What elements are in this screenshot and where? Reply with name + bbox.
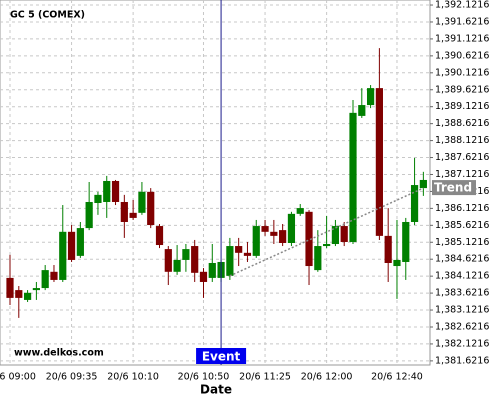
x-tick-label: 20/6 11:25 <box>239 372 291 383</box>
x-tick-label: 20/6 09:00 <box>0 372 36 383</box>
candle-body <box>155 226 164 246</box>
y-tick-label: 1,388.1216 <box>435 135 489 146</box>
candle-body <box>6 277 14 298</box>
candle-body <box>305 211 313 267</box>
x-tick-label: 20/6 10:10 <box>107 372 159 383</box>
y-tick-label: 1,388.6216 <box>435 118 489 129</box>
candle-body <box>120 201 128 222</box>
y-tick-label: 1,382.6216 <box>435 321 489 332</box>
candle-body <box>419 179 427 189</box>
candle-body <box>296 208 304 214</box>
candle-body <box>103 180 111 202</box>
watermark: www.delkos.com <box>14 348 104 359</box>
y-tick-label: 1,390.6216 <box>435 50 489 61</box>
candle-body <box>384 235 392 263</box>
candle-body <box>182 249 190 260</box>
y-tick-label: 1,392.1216 <box>435 0 489 11</box>
candle-body <box>76 228 84 256</box>
candle-body <box>199 271 208 282</box>
candle-body <box>393 259 401 267</box>
y-tick-label: 1,386.1216 <box>435 203 489 214</box>
candle-body <box>191 246 199 273</box>
x-tick-label: 20/6 09:35 <box>46 372 98 383</box>
candle-body <box>366 88 375 106</box>
candle-body <box>323 244 331 247</box>
candle-body <box>129 212 137 218</box>
plot-area <box>0 0 431 366</box>
y-tick-label: 1,385.1216 <box>435 237 489 248</box>
event-label-box <box>196 348 247 364</box>
x-tick-label: 20/6 10:50 <box>178 372 230 383</box>
trend-label-box <box>432 180 476 196</box>
candle-body <box>279 230 287 243</box>
candle-body <box>226 246 234 276</box>
candle-body <box>32 288 40 291</box>
candle-body <box>67 231 76 260</box>
candle-body <box>15 290 23 298</box>
candle-body <box>23 292 32 300</box>
y-tick-label: 1,390.1216 <box>435 67 489 78</box>
candle-body <box>410 185 419 222</box>
y-tick-label: 1,381.6216 <box>435 355 489 366</box>
x-tick-label: 20/6 12:00 <box>301 372 353 383</box>
y-tick-label: 1,389.1216 <box>435 101 489 112</box>
candle-body <box>173 259 181 272</box>
y-tick-label: 1,384.6216 <box>435 254 489 265</box>
chart-title: GC 5 (COMEX) <box>10 10 85 21</box>
y-tick-label: 1,383.1216 <box>435 305 489 316</box>
candle-body <box>402 221 410 262</box>
y-tick-label: 1,384.1216 <box>435 271 489 282</box>
x-tick-label: 20/6 12:40 <box>371 372 423 383</box>
y-tick-label: 1,383.6216 <box>435 288 489 299</box>
y-tick-label: 1,387.6216 <box>435 152 489 163</box>
candle-body <box>138 191 146 213</box>
candle-body <box>375 88 383 236</box>
candle-body <box>261 226 269 232</box>
trend-label: Trend <box>434 181 472 195</box>
candle-body <box>59 231 67 280</box>
candle-body <box>340 226 348 242</box>
y-tick-label: 1,387.1216 <box>435 169 489 180</box>
candle-body <box>331 226 340 245</box>
candle-body <box>314 246 322 271</box>
candle-body <box>50 271 58 280</box>
candle-body <box>358 105 366 116</box>
y-tick-label: 1,385.6216 <box>435 220 489 231</box>
y-tick-label: 1,391.1216 <box>435 33 489 44</box>
candle-body <box>164 249 172 272</box>
y-tick-label: 1,389.6216 <box>435 84 489 95</box>
candle-body <box>208 262 216 278</box>
trend-line <box>229 187 424 277</box>
candle-body <box>41 270 49 289</box>
candle-body <box>94 194 102 204</box>
candle-body <box>270 231 278 236</box>
candle-body <box>287 213 296 243</box>
y-tick-label: 1,382.1216 <box>435 338 489 349</box>
candle-body <box>243 252 252 256</box>
event-label: Event <box>202 350 241 364</box>
candle-body <box>349 112 357 242</box>
candle-body <box>111 180 120 202</box>
x-axis-label: Date <box>200 383 232 397</box>
grid <box>0 0 430 365</box>
candle-body <box>147 191 155 226</box>
y-tick-label: 1,391.6216 <box>435 16 489 27</box>
candle-body <box>252 226 260 256</box>
candle-body <box>235 246 243 253</box>
candle-body <box>85 201 93 229</box>
